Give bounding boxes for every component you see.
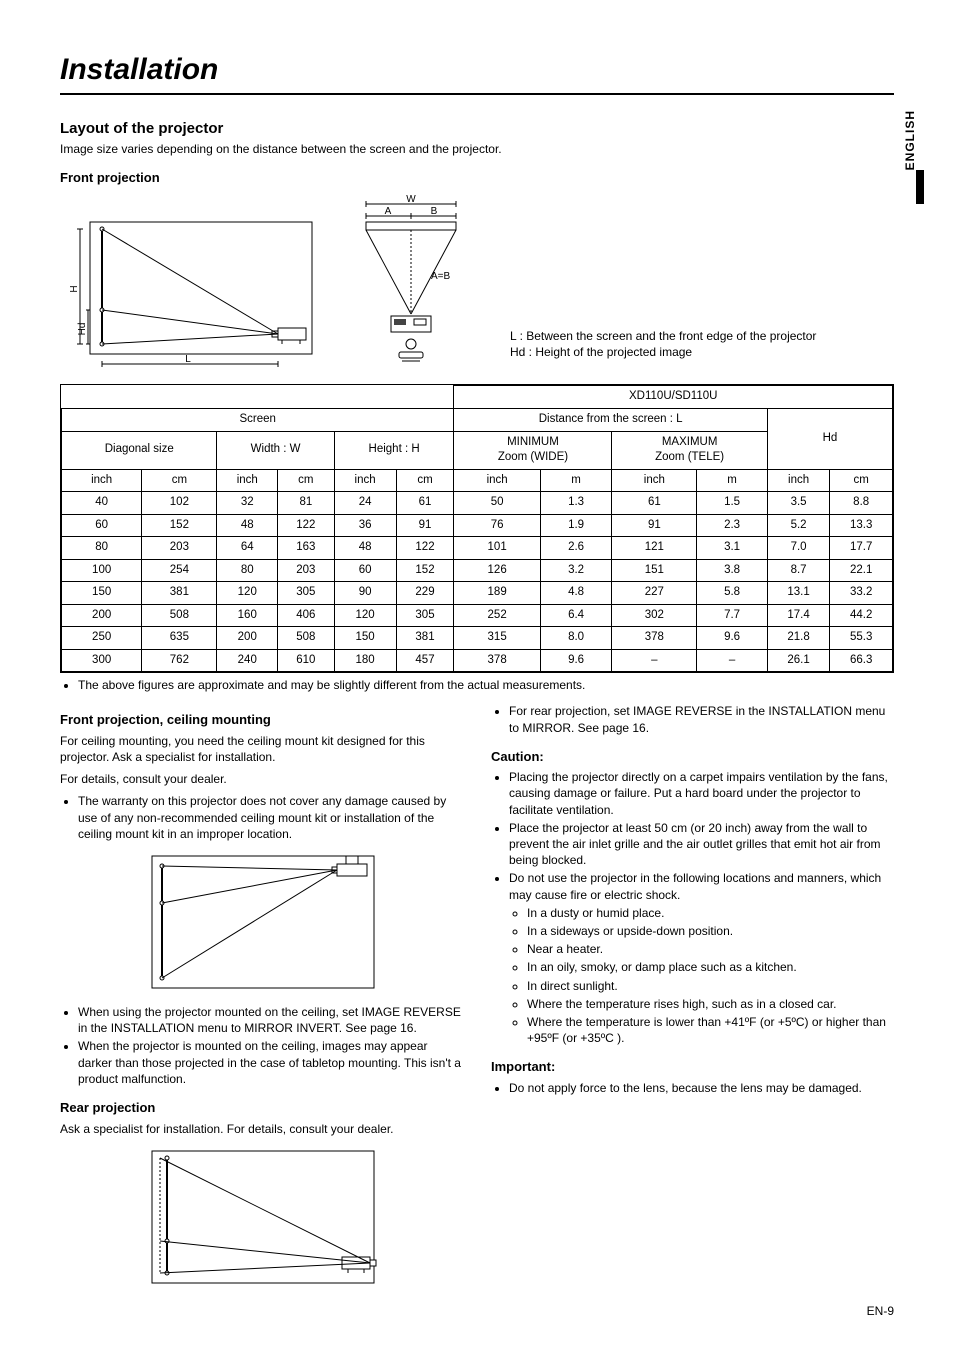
side-bar-decoration xyxy=(916,170,924,204)
table-row: 150381120305902291894.82275.813.133.2 xyxy=(62,582,893,605)
caution-sub4: In an oily, smoky, or damp place such as… xyxy=(527,959,894,975)
ceiling-p1: For ceiling mounting, you need the ceili… xyxy=(60,733,463,765)
label-B: B xyxy=(431,206,438,217)
table-row: 60152481223691761.9912.35.213.3 xyxy=(62,514,893,537)
rear-li1: For rear projection, set IMAGE REVERSE i… xyxy=(509,703,894,735)
ceiling-heading: Front projection, ceiling mounting xyxy=(60,711,463,729)
table-note: The above figures are approximate and ma… xyxy=(78,677,894,693)
caution-heading: Caution: xyxy=(491,748,894,766)
top-view-diagram: W A B A=B xyxy=(336,194,486,374)
page-number: EN-9 xyxy=(867,1303,894,1319)
table-row: 8020364163481221012.61213.17.017.7 xyxy=(62,537,893,560)
ceiling-diagram xyxy=(132,848,392,998)
th-distance: Distance from the screen : L xyxy=(454,409,767,432)
th-hd: Hd xyxy=(767,409,892,470)
rear-heading: Rear projection xyxy=(60,1099,463,1117)
ceiling-li2: When using the projector mounted on the … xyxy=(78,1004,463,1036)
label-H: H xyxy=(69,286,80,293)
rear-p1: Ask a specialist for installation. For d… xyxy=(60,1121,463,1137)
th-min: MINIMUM Zoom (WIDE) xyxy=(454,431,612,469)
th-width: Width : W xyxy=(217,431,334,469)
diagram-row: H Hd L W A B xyxy=(60,194,894,374)
caution-sub6: Where the temperature rises high, such a… xyxy=(527,996,894,1012)
table-row: 2506352005081503813158.03789.621.855.3 xyxy=(62,627,893,650)
th-screen: Screen xyxy=(62,409,454,432)
table-row: 10025480203601521263.21513.88.722.1 xyxy=(62,559,893,582)
table-row: 2005081604061203052526.43027.717.444.2 xyxy=(62,604,893,627)
label-L: L xyxy=(185,354,191,365)
language-side-label: ENGLISH xyxy=(902,110,918,170)
ceiling-p2: For details, consult your dealer. xyxy=(60,771,463,787)
important-heading: Important: xyxy=(491,1058,894,1076)
caution-li2: Place the projector at least 50 cm (or 2… xyxy=(509,820,894,869)
table-row: 4010232812461501.3611.53.58.8 xyxy=(62,492,893,515)
projection-distance-table: XD110U/SD110U Screen Distance from the s… xyxy=(60,384,894,673)
caution-li3: Do not use the projector in the followin… xyxy=(509,870,894,1046)
unit-row: inchcm inchcm inchcm inchm inchm inchcm xyxy=(62,469,893,492)
label-Hd: Hd xyxy=(77,323,88,336)
layout-heading: Layout of the projector xyxy=(60,119,894,139)
page-title: Installation xyxy=(60,50,894,95)
caution-sub7: Where the temperature is lower than +41º… xyxy=(527,1014,894,1046)
label-W: W xyxy=(406,194,416,205)
caution-sub2: In a sideways or upside-down position. xyxy=(527,923,894,939)
side-view-diagram: H Hd L xyxy=(60,214,320,374)
diagram-legend: L : Between the screen and the front edg… xyxy=(510,328,816,360)
ceiling-li1: The warranty on this projector does not … xyxy=(78,793,463,842)
table-row: 3007622406101804573789.6––26.166.3 xyxy=(62,649,893,672)
legend-Hd: Hd : Height of the projected image xyxy=(510,344,816,360)
th-max: MAXIMUM Zoom (TELE) xyxy=(612,431,767,469)
front-projection-heading: Front projection xyxy=(60,169,894,187)
label-A: A xyxy=(385,206,392,217)
caution-sub1: In a dusty or humid place. xyxy=(527,905,894,921)
ceiling-li3: When the projector is mounted on the cei… xyxy=(78,1038,463,1087)
model-header: XD110U/SD110U xyxy=(454,386,893,409)
legend-L: L : Between the screen and the front edg… xyxy=(510,328,816,344)
layout-intro: Image size varies depending on the dista… xyxy=(60,141,894,157)
caution-sub5: In direct sunlight. xyxy=(527,978,894,994)
th-height: Height : H xyxy=(334,431,454,469)
caution-li1: Placing the projector directly on a carp… xyxy=(509,769,894,818)
rear-diagram xyxy=(132,1143,392,1293)
th-diagonal: Diagonal size xyxy=(62,431,217,469)
label-AeqB: A=B xyxy=(431,271,451,282)
caution-sub3: Near a heater. xyxy=(527,941,894,957)
important-li1: Do not apply force to the lens, because … xyxy=(509,1080,894,1096)
